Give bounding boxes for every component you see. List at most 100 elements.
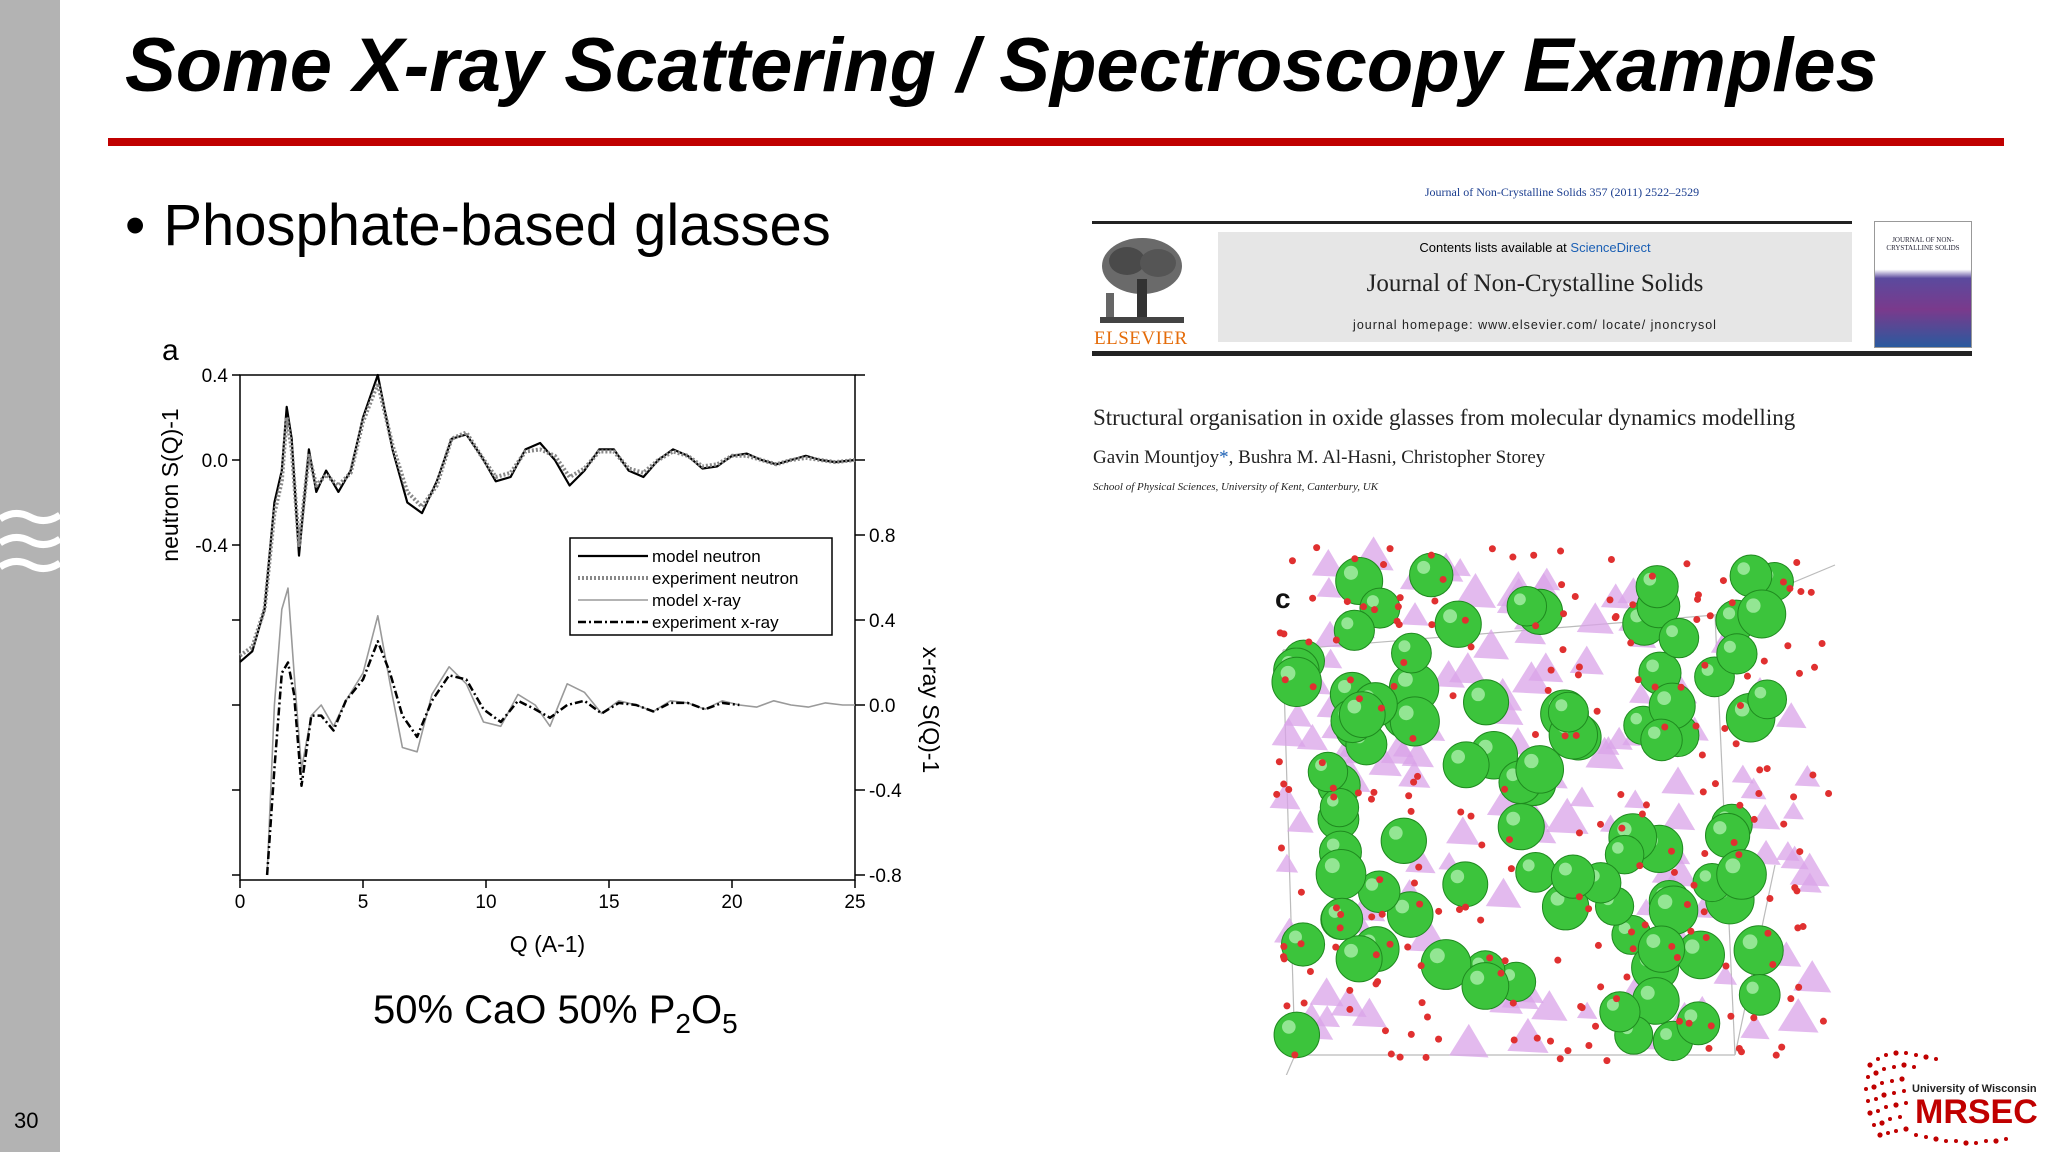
o-atom [1486,954,1494,962]
ca-atom-highlight [1684,1009,1698,1023]
o-atom [1404,943,1412,951]
caption-main: 50% CaO 50% P [373,988,676,1032]
o-atom [1750,815,1758,823]
o-atom [1818,640,1826,648]
p-tetrahedron [1775,702,1807,729]
logo-dot [1993,1138,1999,1144]
o-atom [1297,940,1305,948]
logo-dot [1934,1057,1938,1061]
o-atom [1394,603,1402,611]
o-atom [1405,792,1413,800]
o-atom [1670,868,1678,876]
logo-dot [1867,1062,1873,1068]
ca-atom-highlight [1550,891,1565,906]
panel-label-c: c [1275,583,1291,614]
contents-line: Contents lists available at ScienceDirec… [1218,240,1852,255]
ca-atom [1547,691,1589,733]
o-atom [1281,676,1289,684]
series-line-2 [266,587,855,876]
ca-atom-highlight [1660,1028,1672,1040]
logo-dot [1923,1054,1929,1060]
o-atom [1351,555,1359,563]
ca-atom-highlight [1522,859,1535,872]
o-atom [1638,810,1646,818]
o-atom [1275,758,1283,766]
p-tetrahedron [1446,816,1480,845]
ca-atom-highlight [1450,869,1465,884]
logo-dot [1904,1101,1908,1105]
o-atom [1418,999,1426,1007]
p-tetrahedron [1401,739,1434,768]
ca-atom [1380,817,1427,864]
p-tetrahedron [1569,786,1595,808]
o-atom [1574,671,1582,679]
y-right-tick-label: 0.8 [869,526,895,547]
o-atom [1628,928,1636,936]
ca-atom [1635,565,1679,609]
o-atom [1478,841,1486,849]
o-atom [1719,577,1727,585]
o-atom [1381,1027,1389,1035]
logo-dot [1963,1140,1969,1146]
ca-atom-highlight [1443,609,1458,624]
o-atom [1462,903,1470,911]
o-atom [1627,639,1635,647]
ca-atom [1307,751,1349,793]
o-atom [1698,751,1706,759]
ca-atom-highlight [1343,565,1359,580]
p-tetrahedron [1489,985,1523,1014]
legend-label: model x-ray [652,591,741,610]
ca-atom [1497,803,1545,851]
o-atom [1727,1012,1735,1020]
journal-cover-image: JOURNAL OF NON-CRYSTALLINE SOLIDS [1874,221,1972,348]
sciencedirect-link[interactable]: ScienceDirect [1570,240,1651,255]
elsevier-tree-logo [1092,231,1192,331]
ca-atom [1640,718,1683,762]
bullet-item: • Phosphate-based glasses [125,192,831,259]
o-atom [1547,666,1555,674]
o-atom [1554,956,1562,964]
o-atom [1571,593,1579,601]
ca-atom [1335,935,1383,983]
o-atom [1661,723,1669,731]
ca-atom [1333,609,1375,651]
o-atom [1367,795,1375,803]
o-atom [1329,784,1337,792]
o-atom [1641,921,1649,929]
o-atom [1300,999,1308,1007]
ca-atom-highlight [1365,878,1379,891]
series-line-3 [265,640,740,876]
elsevier-wordmark: ELSEVIER [1094,328,1188,349]
p-tetrahedron [1449,1023,1489,1058]
o-atom [1636,862,1644,870]
ca-atom [1315,848,1367,900]
title-underline [108,138,2004,146]
ca-atom [1391,632,1432,674]
cell-edge [1285,1054,1296,1075]
y-left-axis-label: neutron S(Q)-1 [157,408,183,561]
o-atom [1297,888,1305,896]
o-atom [1769,961,1777,969]
logo-dot [1881,1092,1887,1098]
o-atom [1743,672,1751,680]
logo-dot [1873,1070,1879,1076]
ca-atom-highlight [1398,705,1414,721]
logo-dot [1867,1110,1873,1116]
logo-dot [1876,1057,1880,1061]
o-atom [1736,702,1744,710]
o-atom [1558,581,1566,589]
o-atom [1371,606,1379,614]
logo-dot [1888,1117,1892,1121]
legend-label: model neutron [652,547,761,566]
o-atom [1706,612,1714,620]
o-atom [1564,1047,1572,1055]
o-atom [1435,1035,1443,1043]
p-tetrahedron [1398,760,1431,788]
o-atom [1396,1053,1404,1061]
logo-dot [1984,1139,1988,1143]
ca-atom [1463,679,1510,726]
ca-atom-highlight [1282,1020,1296,1034]
ca-atom-highlight [1395,899,1410,914]
o-atom [1449,692,1457,700]
o-atom [1313,544,1321,552]
